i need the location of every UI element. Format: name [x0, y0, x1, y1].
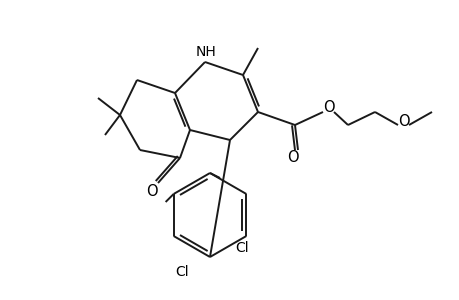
Text: NH: NH — [195, 45, 216, 59]
Text: Cl: Cl — [235, 241, 248, 255]
Text: O: O — [323, 100, 334, 116]
Text: O: O — [146, 184, 157, 199]
Text: O: O — [286, 151, 298, 166]
Text: O: O — [397, 113, 409, 128]
Text: Cl: Cl — [175, 265, 188, 279]
